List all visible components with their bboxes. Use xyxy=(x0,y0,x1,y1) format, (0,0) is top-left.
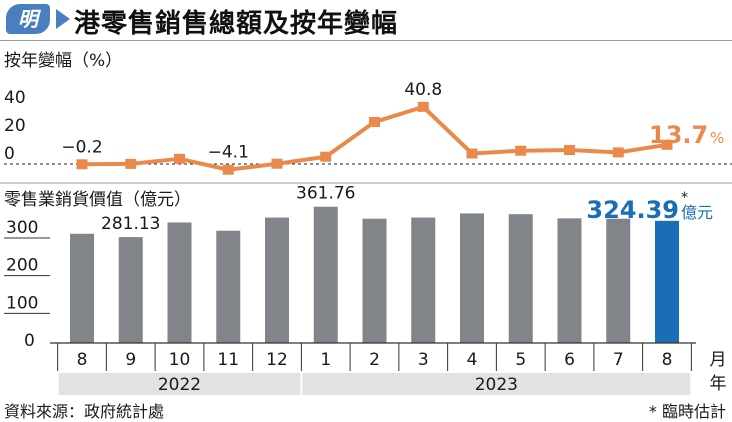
line-data-point xyxy=(320,151,332,162)
line-y-tick-label: 20 xyxy=(4,116,26,136)
line-data-label-latest: 13.7 xyxy=(649,121,708,149)
bar-y-tick-label: 100 xyxy=(6,293,38,313)
x-tick-label: 1 xyxy=(320,350,331,370)
year-label: 2022 xyxy=(158,375,201,395)
bar-y-tick-label: 200 xyxy=(6,256,38,276)
source-note: 資料來源：政府統計處 xyxy=(4,402,165,421)
year-band xyxy=(58,373,301,395)
x-tick-label: 3 xyxy=(418,350,429,370)
line-data-point xyxy=(222,164,234,175)
bar xyxy=(655,220,679,343)
bar xyxy=(460,213,484,343)
line-data-point xyxy=(564,145,575,155)
title-divider xyxy=(0,40,732,41)
line-data-point xyxy=(125,158,137,169)
line-data-label-unit: % xyxy=(710,129,724,147)
bar-chart-title: 零售業銷貨價值（億元） xyxy=(4,190,191,210)
page-title: 港零售銷售總額及按年變幅 xyxy=(74,9,399,39)
line-data-point xyxy=(76,159,88,170)
bar xyxy=(606,218,631,343)
bar xyxy=(557,218,582,343)
logo-badge: 明 xyxy=(6,4,50,34)
bar xyxy=(167,222,192,343)
x-tick-label: 9 xyxy=(125,350,136,370)
bar-data-label-unit: 億元 xyxy=(681,203,713,222)
bar xyxy=(216,230,241,343)
title-arrow-icon xyxy=(56,9,70,29)
bar xyxy=(70,233,94,343)
bar xyxy=(362,218,387,343)
bar-data-label: 281.13 xyxy=(101,214,160,234)
bar-y-tick-label: 300 xyxy=(6,218,38,238)
bar xyxy=(118,237,143,343)
x-tick-label: 4 xyxy=(467,350,478,370)
bar xyxy=(313,206,338,343)
line-data-point xyxy=(612,147,624,158)
x-tick-label: 8 xyxy=(77,350,88,370)
bar xyxy=(411,217,436,343)
line-data-point xyxy=(515,145,527,156)
line-data-point xyxy=(466,148,478,159)
bar-data-label-latest: 324.39 xyxy=(586,196,679,224)
x-axis-label-month: 月 xyxy=(710,350,727,370)
x-tick-label: 10 xyxy=(169,350,191,370)
year-label: 2023 xyxy=(475,375,518,395)
year-band xyxy=(302,373,691,395)
x-tick-label: 8 xyxy=(662,350,673,370)
line-data-point xyxy=(417,101,429,112)
line-y-tick-label: 40 xyxy=(4,88,26,108)
bar xyxy=(265,217,289,343)
x-axis-label-year: 年 xyxy=(710,374,727,394)
line-data-label: −4.1 xyxy=(208,143,249,163)
provisional-note: * 臨時估計 xyxy=(648,402,726,421)
x-tick-label: 2 xyxy=(369,350,380,370)
x-tick-label: 6 xyxy=(564,350,575,370)
x-tick-label: 7 xyxy=(613,350,624,370)
line-data-label: 40.8 xyxy=(404,80,442,100)
line-data-point xyxy=(661,139,673,150)
bar-data-label-mark: * xyxy=(681,190,688,206)
bar-y-tick-label: 0 xyxy=(24,331,35,351)
line-data-point xyxy=(174,153,185,164)
bar-data-label: 361.76 xyxy=(296,184,355,204)
x-tick-label: 12 xyxy=(266,350,288,370)
x-tick-label: 11 xyxy=(217,350,239,370)
line-y-tick-label: 0 xyxy=(4,144,15,164)
line-data-point xyxy=(271,158,283,169)
line-chart-title: 按年變幅（%） xyxy=(4,51,122,71)
line-data-point xyxy=(369,117,380,127)
bar xyxy=(508,214,533,343)
line-series-path xyxy=(81,104,668,172)
x-tick-label: 5 xyxy=(515,350,526,370)
line-data-label: −0.2 xyxy=(61,137,102,157)
